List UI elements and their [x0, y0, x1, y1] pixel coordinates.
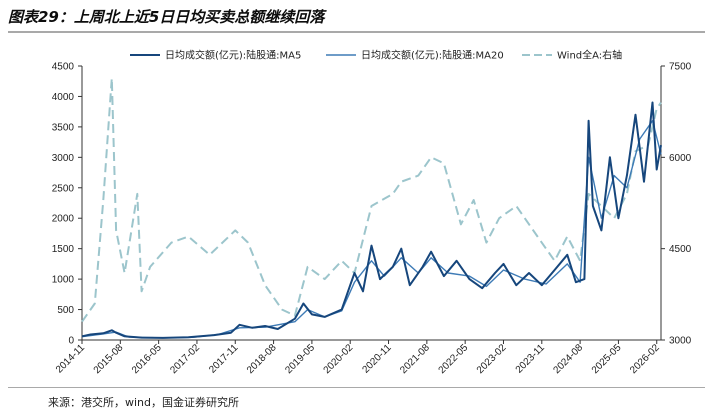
y-left-tick-label: 2500 — [52, 183, 75, 194]
x-tick-label: 2023-11 — [514, 342, 548, 376]
y-right-tick-label: 6000 — [669, 153, 692, 164]
y-left-tick-label: 2000 — [52, 214, 75, 225]
x-tick-label: 2026-02 — [628, 342, 662, 376]
source-note: 来源：港交所，wind，国金证券研究所 — [48, 396, 240, 409]
legend-label-0: 日均成交额(亿元):陆股通:MA5 — [165, 49, 301, 62]
y-left-tick-label: 4500 — [52, 62, 75, 73]
y-left-tick-label: 4000 — [52, 92, 75, 103]
x-tick-label: 2017-02 — [168, 342, 202, 376]
y-right-tick-label: 3000 — [669, 336, 692, 347]
legend-label-2: Wind全A:右轴 — [557, 49, 622, 62]
x-tick-label: 2014-11 — [54, 342, 88, 376]
x-tick-label: 2022-05 — [437, 342, 471, 376]
bottom-rule — [8, 387, 705, 388]
chart-legend: 日均成交额(亿元):陆股通:MA5 日均成交额(亿元):陆股通:MA20 Wind全… — [130, 49, 622, 62]
y-right-tick-label: 4500 — [669, 244, 692, 255]
title-rule — [8, 31, 705, 33]
y-left-tick-label: 3000 — [52, 153, 75, 164]
x-tick-label: 2023-02 — [475, 342, 509, 376]
x-tick-label: 2025-05 — [590, 342, 624, 376]
x-tick-label: 2017-11 — [207, 342, 241, 376]
x-tick-label: 2015-08 — [92, 342, 126, 376]
chart-axes: 0 500 1000 1500 2000 2500 3000 3500 4000 4500 3000… — [52, 62, 692, 377]
y-right-tick-label: 7500 — [669, 62, 692, 73]
series-line-2 — [81, 77, 662, 323]
y-left-tick-label: 1500 — [52, 244, 75, 255]
series-line-0 — [81, 101, 662, 339]
x-tick-label: 2018-08 — [245, 342, 279, 376]
y-left-tick-label: 3500 — [52, 122, 75, 133]
x-tick-label: 2019-05 — [283, 342, 317, 376]
y-left-tick-label: 0 — [68, 336, 74, 347]
series-line-1 — [81, 120, 662, 339]
x-tick-label: 2020-02 — [322, 342, 356, 376]
x-tick-label: 2024-08 — [552, 342, 586, 376]
y-left-tick-label: 1000 — [52, 275, 75, 286]
legend-label-1: 日均成交额(亿元):陆股通:MA20 — [361, 49, 504, 62]
x-tick-label: 2020-11 — [360, 342, 394, 376]
x-tick-label: 2021-08 — [398, 342, 432, 376]
x-tick-label: 2016-05 — [130, 342, 164, 376]
figure-title: 图表29：上周北上近5日日均买卖总额继续回落 — [8, 8, 325, 26]
chart-series — [81, 77, 662, 339]
y-left-tick-label: 500 — [57, 305, 74, 316]
